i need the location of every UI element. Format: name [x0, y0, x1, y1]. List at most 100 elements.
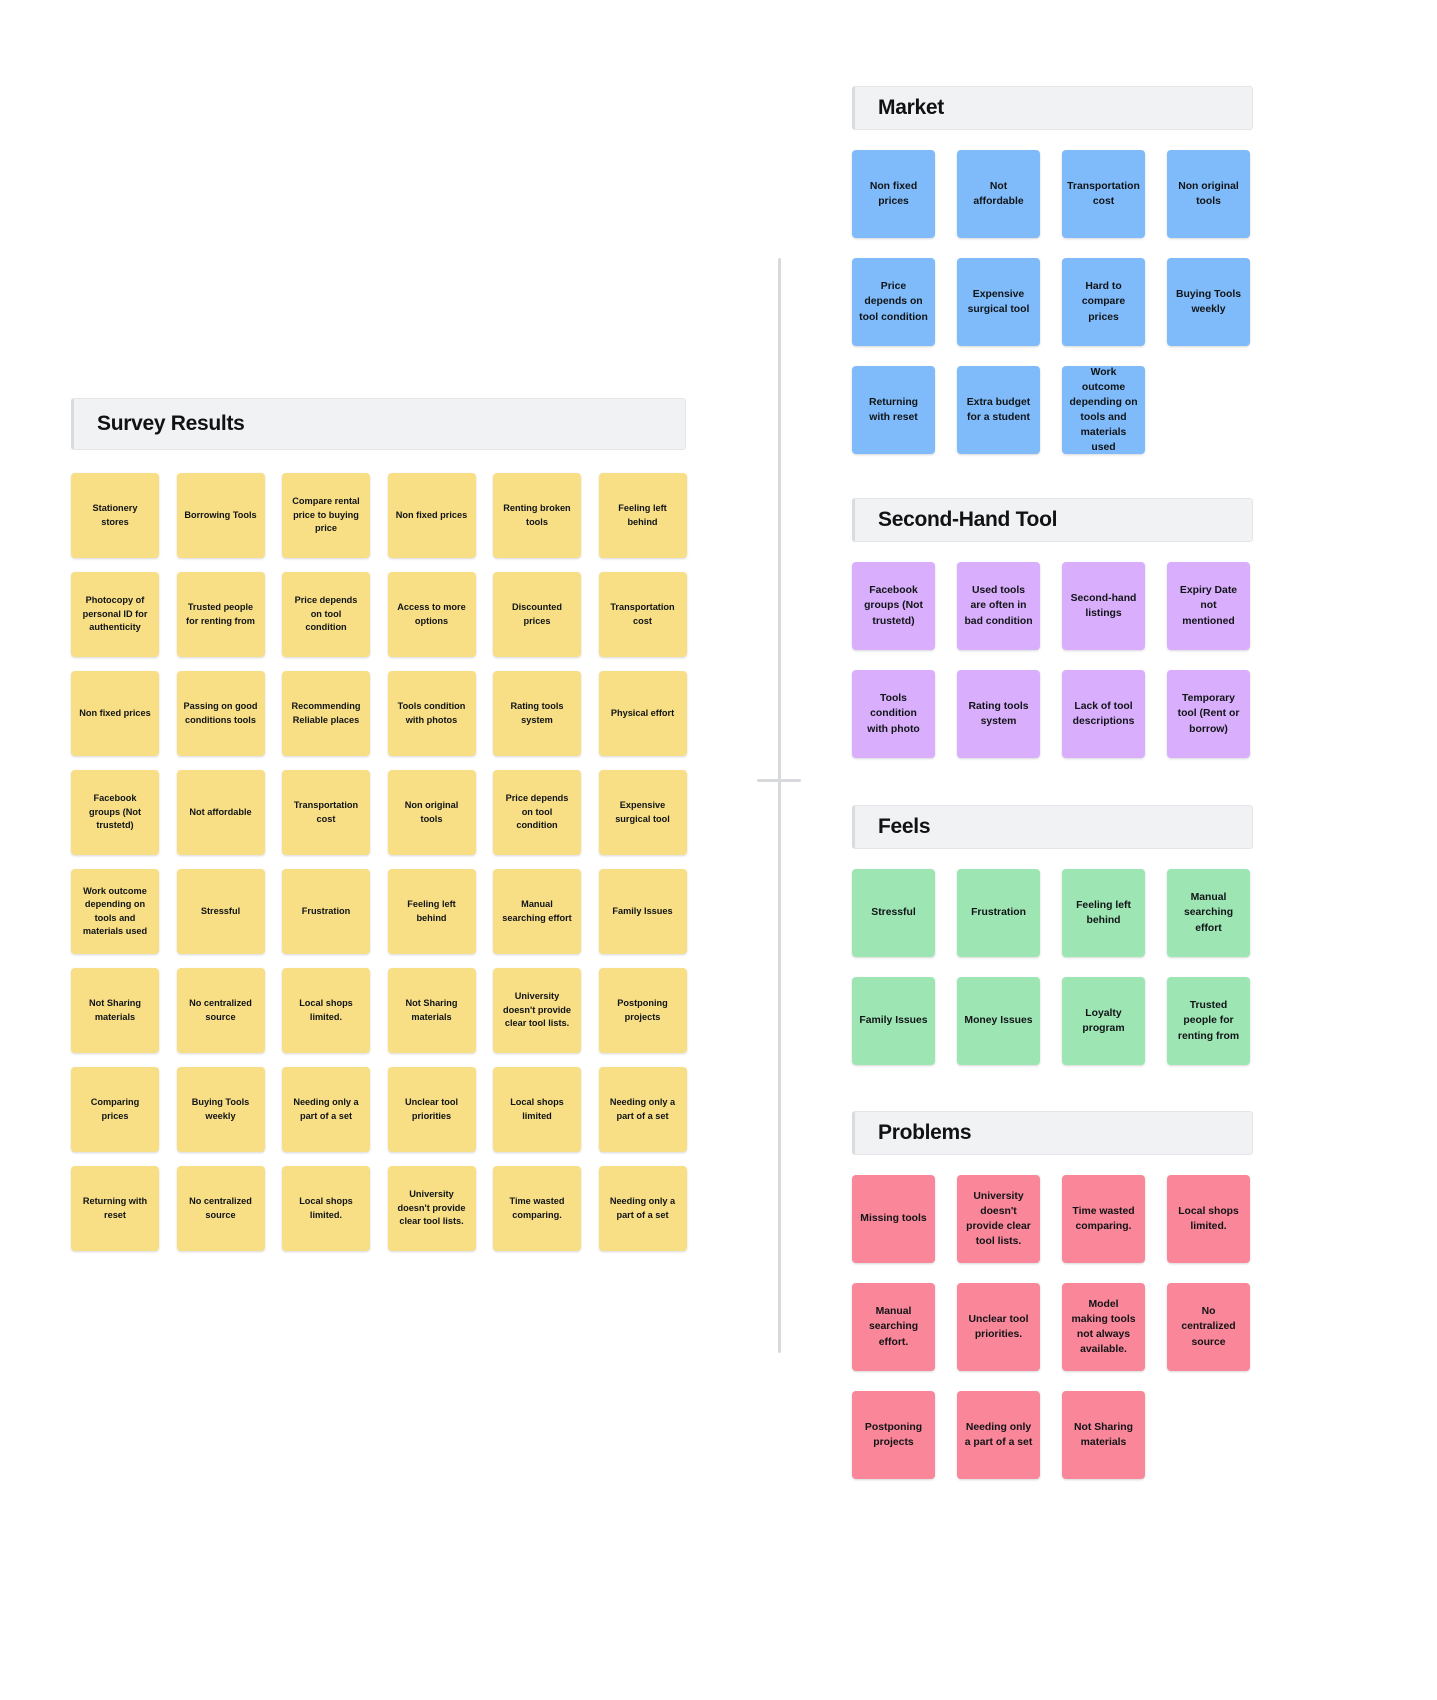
market-sticky-note[interactable]: Extra budget for a student [957, 366, 1040, 454]
survey-sticky-note[interactable]: Expensive surgical tool [598, 770, 687, 855]
second-hand-tool-sticky-note[interactable]: Second-hand listings [1062, 562, 1145, 650]
second-hand-tool-sticky-note[interactable]: Used tools are often in bad condition [957, 562, 1040, 650]
survey-sticky-note[interactable]: Compare rental price to buying price [282, 473, 370, 558]
market-sticky-note[interactable]: Non original tools [1167, 150, 1250, 238]
problems-sticky-note[interactable]: Unclear tool priorities. [957, 1283, 1040, 1371]
problems-sticky-note[interactable]: Manual searching effort. [852, 1283, 935, 1371]
survey-sticky-note[interactable]: Non fixed prices [387, 473, 476, 558]
survey-sticky-note[interactable]: Feeling left behind [598, 473, 687, 558]
market-sticky-note[interactable]: Transportation cost [1062, 150, 1145, 238]
survey-sticky-note[interactable]: Passing on good conditions tools [176, 671, 265, 756]
market-sticky-note[interactable]: Not affordable [957, 150, 1040, 238]
survey-sticky-note[interactable]: Work outcome depending on tools and mate… [71, 869, 159, 954]
market-sticky-note[interactable]: Expensive surgical tool [957, 258, 1040, 346]
survey-sticky-note[interactable]: Buying Tools weekly [176, 1067, 265, 1152]
survey-sticky-note[interactable]: Postponing projects [598, 968, 687, 1053]
survey-results-header[interactable]: Survey Results [71, 398, 686, 450]
problems-sticky-note[interactable]: Postponing projects [852, 1391, 935, 1479]
market-sticky-note[interactable]: Work outcome depending on tools and mate… [1062, 366, 1145, 454]
survey-sticky-note[interactable]: Not Sharing materials [71, 968, 159, 1053]
survey-sticky-note[interactable]: Needing only a part of a set [598, 1166, 687, 1251]
survey-sticky-note[interactable]: University doesn't provide clear tool li… [387, 1166, 476, 1251]
survey-sticky-note[interactable]: No centralized source [176, 968, 265, 1053]
pane-divider-rail[interactable] [778, 258, 781, 1353]
survey-sticky-note[interactable]: Not affordable [176, 770, 265, 855]
problems-sticky-note[interactable]: Not Sharing materials [1062, 1391, 1145, 1479]
feels-note-grid: Stressful Frustration Feeling left behind M… [852, 869, 1253, 1065]
problems-sticky-note[interactable]: No centralized source [1167, 1283, 1250, 1371]
feels-header[interactable]: Feels [852, 805, 1253, 849]
survey-sticky-note[interactable]: Local shops limited. [282, 968, 370, 1053]
survey-sticky-note[interactable]: Non fixed prices [71, 671, 159, 756]
survey-sticky-note[interactable]: Not Sharing materials [387, 968, 476, 1053]
feels-sticky-note[interactable]: Loyalty program [1062, 977, 1145, 1065]
survey-results-board: Survey Results Stationery stores Borrowin… [71, 398, 687, 1251]
problems-sticky-note[interactable]: Missing tools [852, 1175, 935, 1263]
market-note-grid: Non fixed prices Not affordable Transporta… [852, 150, 1253, 454]
second-hand-tool-sticky-note[interactable]: Temporary tool (Rent or borrow) [1167, 670, 1250, 758]
market-title: Market [878, 96, 944, 119]
survey-sticky-note[interactable]: Renting broken tools [493, 473, 581, 558]
survey-sticky-note[interactable]: Access to more options [387, 572, 476, 657]
market-sticky-note[interactable]: Buying Tools weekly [1167, 258, 1250, 346]
survey-sticky-note[interactable]: Recommending Reliable places [282, 671, 370, 756]
problems-sticky-note[interactable]: Needing only a part of a set [957, 1391, 1040, 1479]
market-sticky-note[interactable]: Price depends on tool condition [852, 258, 935, 346]
survey-sticky-note[interactable]: Discounted prices [493, 572, 581, 657]
survey-sticky-note[interactable]: Local shops limited [493, 1067, 581, 1152]
second-hand-tool-header[interactable]: Second-Hand Tool [852, 498, 1253, 542]
problems-sticky-note[interactable]: University doesn't provide clear tool li… [957, 1175, 1040, 1263]
survey-sticky-note[interactable]: University doesn't provide clear tool li… [493, 968, 581, 1053]
pane-divider-handle[interactable] [757, 779, 801, 782]
survey-sticky-note[interactable]: Rating tools system [493, 671, 581, 756]
feels-sticky-note[interactable]: Trusted people for renting from [1167, 977, 1250, 1065]
survey-sticky-note[interactable]: Unclear tool priorities [387, 1067, 476, 1152]
survey-sticky-note[interactable]: Price depends on tool condition [282, 572, 370, 657]
feels-sticky-note[interactable]: Money Issues [957, 977, 1040, 1065]
market-sticky-note[interactable]: Non fixed prices [852, 150, 935, 238]
second-hand-tool-sticky-note[interactable]: Lack of tool descriptions [1062, 670, 1145, 758]
survey-sticky-note[interactable]: Comparing prices [71, 1067, 159, 1152]
feels-sticky-note[interactable]: Manual searching effort [1167, 869, 1250, 957]
market-sticky-note[interactable]: Hard to compare prices [1062, 258, 1145, 346]
survey-sticky-note[interactable]: Facebook groups (Not trustetd) [71, 770, 159, 855]
survey-sticky-note[interactable]: Physical effort [598, 671, 687, 756]
survey-sticky-note[interactable]: Photocopy of personal ID for authenticit… [71, 572, 159, 657]
survey-sticky-note[interactable]: Manual searching effort [493, 869, 581, 954]
second-hand-tool-sticky-note[interactable]: Expiry Date not mentioned [1167, 562, 1250, 650]
survey-sticky-note[interactable]: Price depends on tool condition [493, 770, 581, 855]
market-header[interactable]: Market [852, 86, 1253, 130]
feels-sticky-note[interactable]: Feeling left behind [1062, 869, 1145, 957]
survey-sticky-note[interactable]: Returning with reset [71, 1166, 159, 1251]
survey-sticky-note[interactable]: Tools condition with photos [387, 671, 476, 756]
second-hand-tool-sticky-note[interactable]: Tools condition with photo [852, 670, 935, 758]
problems-note-grid: Missing tools University doesn't provide … [852, 1175, 1253, 1479]
survey-sticky-note[interactable]: Borrowing Tools [176, 473, 265, 558]
survey-sticky-note[interactable]: Family Issues [598, 869, 687, 954]
feels-sticky-note[interactable]: Family Issues [852, 977, 935, 1065]
market-sticky-note[interactable]: Returning with reset [852, 366, 935, 454]
survey-sticky-note[interactable]: Non original tools [387, 770, 476, 855]
second-hand-tool-sticky-note[interactable]: Rating tools system [957, 670, 1040, 758]
survey-sticky-note[interactable]: Time wasted comparing. [493, 1166, 581, 1251]
survey-sticky-note[interactable]: Transportation cost [598, 572, 687, 657]
survey-sticky-note[interactable]: Local shops limited. [282, 1166, 370, 1251]
second-hand-tool-sticky-note[interactable]: Facebook groups (Not trustetd) [852, 562, 935, 650]
survey-results-title: Survey Results [97, 412, 245, 435]
problems-header[interactable]: Problems [852, 1111, 1253, 1155]
feels-sticky-note[interactable]: Frustration [957, 869, 1040, 957]
feels-sticky-note[interactable]: Stressful [852, 869, 935, 957]
survey-sticky-note[interactable]: Stationery stores [71, 473, 159, 558]
survey-sticky-note[interactable]: Frustration [282, 869, 370, 954]
survey-sticky-note[interactable]: Needing only a part of a set [598, 1067, 687, 1152]
problems-sticky-note[interactable]: Model making tools not always available. [1062, 1283, 1145, 1371]
problems-sticky-note[interactable]: Local shops limited. [1167, 1175, 1250, 1263]
survey-sticky-note[interactable]: Needing only a part of a set [282, 1067, 370, 1152]
survey-sticky-note[interactable]: Feeling left behind [387, 869, 476, 954]
problems-sticky-note[interactable]: Time wasted comparing. [1062, 1175, 1145, 1263]
survey-sticky-note[interactable]: Trusted people for renting from [176, 572, 265, 657]
survey-sticky-note[interactable]: Stressful [176, 869, 265, 954]
survey-sticky-note[interactable]: No centralized source [176, 1166, 265, 1251]
survey-sticky-note[interactable]: Transportation cost [282, 770, 370, 855]
second-hand-tool-title: Second-Hand Tool [878, 508, 1058, 531]
